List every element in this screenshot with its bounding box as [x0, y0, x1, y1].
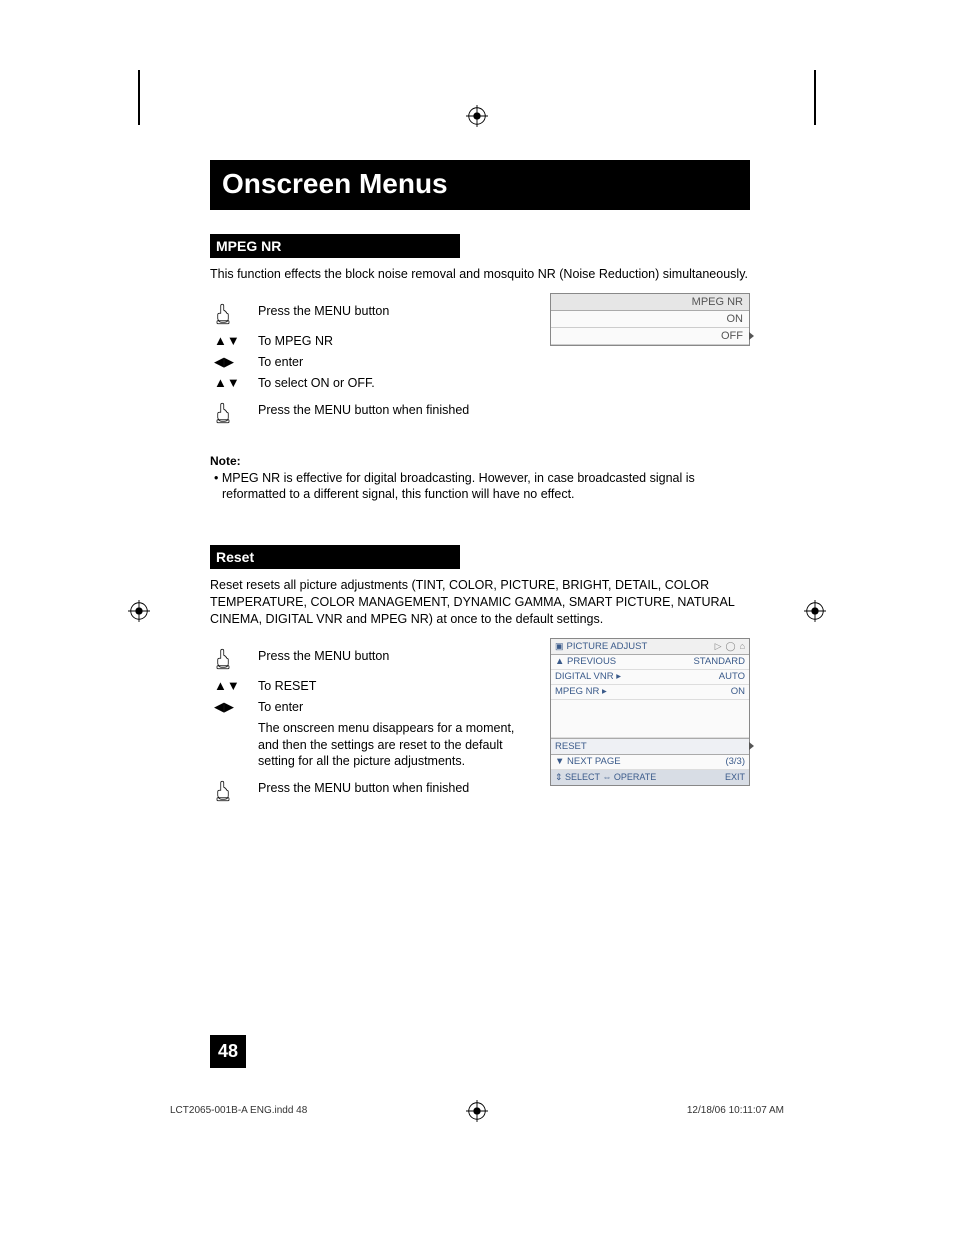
section-heading-reset: Reset: [210, 545, 460, 569]
menu-title-bar: ▣ PICTURE ADJUST ▷ ◯ ⌂: [551, 639, 749, 655]
menu-row-label: RESET: [555, 741, 587, 752]
menu-row: DIGITAL VNR ▸ AUTO: [551, 670, 749, 685]
menu-row-value: ON: [731, 686, 745, 697]
speaker-icon: ▷: [715, 641, 722, 652]
step-item: The onscreen menu disappears for a momen…: [210, 720, 538, 771]
clock-icon: ◯: [725, 641, 735, 652]
menu-row-label: MPEG NR ▸: [555, 686, 607, 697]
print-footer: LCT2065-001B-A ENG.indd 48 12/18/06 10:1…: [170, 1105, 784, 1116]
footer-filename: LCT2065-001B-A ENG.indd 48: [170, 1105, 307, 1116]
page-title: Onscreen Menus: [210, 160, 750, 210]
menu-option: OFF: [551, 328, 749, 345]
step-text: To select ON or OFF.: [258, 375, 375, 392]
cursor-arrow-icon: [749, 332, 754, 340]
menu-row-empty: [551, 700, 749, 738]
menu-footer: ⇕ SELECT ⇔ OPERATE EXIT: [551, 770, 749, 785]
section-heading-mpeg-nr: MPEG NR: [210, 234, 460, 258]
registration-mark-icon: [804, 600, 826, 622]
menu-row-value: AUTO: [719, 671, 745, 682]
mpeg-nr-menu: MPEG NR ON OFF: [550, 293, 750, 346]
step-text: Press the MENU button when finished: [258, 780, 469, 797]
menu-row-value: (3/3): [725, 756, 745, 767]
menu-row: ▼ NEXT PAGE (3/3): [551, 755, 749, 770]
cursor-arrow-icon: [749, 742, 754, 750]
step-item: ▲▼ To MPEG NR: [210, 333, 538, 350]
step-text: To enter: [258, 354, 303, 371]
section-intro: This function effects the block noise re…: [210, 266, 750, 283]
step-text-italic: The onscreen menu disappears for a momen…: [258, 720, 538, 771]
section-intro: Reset resets all picture adjustments (TI…: [210, 577, 750, 628]
step-text: Press the MENU button: [258, 648, 389, 665]
left-right-arrows-icon: ◀▶: [210, 699, 258, 715]
step-text: Press the MENU button: [258, 303, 389, 320]
up-down-arrows-icon: ▲▼: [210, 375, 258, 391]
settings-icon: ⌂: [740, 641, 745, 652]
step-item: Press the MENU button when finished: [210, 780, 538, 806]
menu-row: MPEG NR ▸ ON: [551, 685, 749, 700]
up-down-arrows-icon: ▲▼: [210, 678, 258, 694]
step-text: To RESET: [258, 678, 316, 695]
menu-row-value: STANDARD: [693, 656, 745, 667]
step-item: Press the MENU button: [210, 303, 538, 329]
note-label: Note:: [210, 454, 750, 468]
menu-row-label: ▼ NEXT PAGE: [555, 756, 621, 767]
registration-mark-icon: [128, 600, 150, 622]
footer-timestamp: 12/18/06 10:11:07 AM: [687, 1105, 784, 1116]
menu-footer-right: EXIT: [725, 772, 745, 783]
menu-row-label: ▲ PREVIOUS: [555, 656, 616, 667]
step-item: ◀▶ To enter: [210, 354, 538, 371]
note-body: • MPEG NR is effective for digital broad…: [210, 470, 750, 504]
hand-press-icon: [210, 303, 258, 329]
hand-press-icon: [210, 648, 258, 674]
tv-icon: ▣: [555, 641, 564, 652]
step-item: Press the MENU button: [210, 648, 538, 674]
menu-option: ON: [551, 311, 749, 328]
hand-press-icon: [210, 780, 258, 806]
step-text: Press the MENU button when finished: [258, 402, 469, 419]
step-item: ▲▼ To RESET: [210, 678, 538, 695]
menu-header: MPEG NR: [551, 294, 749, 311]
step-list: Press the MENU button ▲▼ To MPEG NR ◀▶ T…: [210, 303, 538, 428]
step-item: ▲▼ To select ON or OFF.: [210, 375, 538, 392]
step-item: ◀▶ To enter: [210, 699, 538, 716]
menu-title-icons: ▷ ◯ ⌂: [715, 641, 745, 652]
left-right-arrows-icon: ◀▶: [210, 354, 258, 370]
step-item: Press the MENU button when finished: [210, 402, 538, 428]
up-down-arrows-icon: ▲▼: [210, 333, 258, 349]
menu-title: PICTURE ADJUST: [567, 641, 648, 652]
page-content: Onscreen Menus MPEG NR This function eff…: [210, 160, 750, 810]
picture-adjust-menu: ▣ PICTURE ADJUST ▷ ◯ ⌂ ▲ PREVIOUS STANDA…: [550, 638, 750, 786]
step-text: To MPEG NR: [258, 333, 333, 350]
menu-footer-left: ⇕ SELECT ⇔ OPERATE: [555, 772, 656, 783]
menu-row-label: DIGITAL VNR ▸: [555, 671, 621, 682]
registration-mark-icon: [466, 105, 488, 127]
page-number: 48: [210, 1035, 246, 1068]
menu-row: ▲ PREVIOUS STANDARD: [551, 655, 749, 670]
hand-press-icon: [210, 402, 258, 428]
step-list: Press the MENU button ▲▼ To RESET ◀▶ To …: [210, 648, 538, 806]
step-text: To enter: [258, 699, 303, 716]
menu-row-reset: RESET: [551, 738, 749, 755]
